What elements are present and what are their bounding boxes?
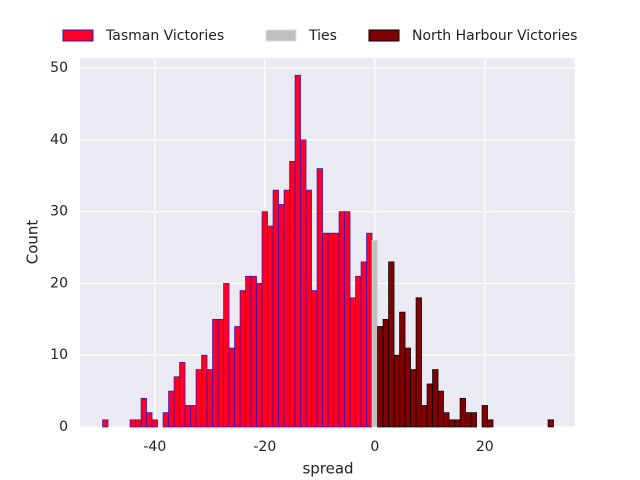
bars	[102, 74, 554, 428]
histogram-bar	[179, 362, 186, 428]
histogram-bar	[404, 347, 411, 428]
histogram-bar	[184, 405, 191, 428]
histogram-bar	[459, 397, 466, 428]
x-tick-label: 0	[370, 439, 379, 455]
histogram-bar	[135, 419, 142, 428]
histogram-bar	[454, 419, 461, 428]
histogram-bar	[437, 390, 444, 428]
histogram-bar	[162, 412, 169, 428]
histogram-bar	[267, 225, 274, 428]
histogram-bar	[349, 297, 356, 428]
histogram-bar	[333, 232, 340, 428]
histogram-bar	[327, 232, 334, 428]
histogram-bar	[283, 189, 290, 428]
histogram-bar	[278, 204, 285, 428]
histogram-bar	[212, 318, 219, 428]
histogram-bar	[217, 318, 224, 428]
histogram-bar	[300, 139, 307, 428]
histogram-bar	[146, 412, 153, 428]
histogram-bar	[377, 326, 384, 428]
histogram-bar	[168, 390, 175, 428]
histogram-bar	[481, 405, 488, 428]
histogram-bar	[371, 239, 378, 428]
histogram-bar	[250, 275, 257, 428]
histogram-bar	[338, 211, 345, 428]
x-tick-label: 20	[476, 439, 494, 455]
histogram-bar	[470, 412, 477, 428]
histogram-bar	[388, 261, 395, 428]
histogram-bar	[322, 232, 329, 428]
histogram-bar	[487, 419, 494, 428]
x-tick-label: -20	[253, 439, 276, 455]
histogram-bar	[239, 290, 246, 428]
histogram-bar	[190, 405, 197, 428]
histogram-bar	[234, 326, 241, 428]
histogram-bar	[173, 376, 180, 428]
y-tick-label: 30	[50, 204, 68, 220]
histogram-bar	[382, 318, 389, 428]
legend-label: North Harbour Victories	[412, 28, 577, 44]
legend-label: Ties	[308, 28, 337, 44]
histogram-bar	[432, 369, 439, 428]
histogram-bar	[360, 261, 367, 428]
histogram-bar	[399, 311, 406, 428]
histogram-bar	[410, 369, 417, 428]
histogram-bar	[201, 354, 208, 428]
y-tick-label: 50	[50, 60, 68, 76]
y-tick-label: 0	[59, 419, 68, 435]
histogram-bar	[272, 189, 279, 428]
histogram-bar	[294, 74, 301, 428]
histogram-bar	[305, 189, 312, 428]
legend-swatch	[265, 29, 297, 42]
histogram-bar	[256, 283, 263, 428]
histogram-bar	[261, 211, 268, 428]
histogram-bar	[206, 369, 213, 428]
histogram-bar	[289, 161, 296, 428]
histogram-bar	[102, 419, 109, 428]
histogram-bar	[465, 412, 472, 428]
histogram-bar	[393, 354, 400, 428]
histogram-bar	[151, 419, 158, 428]
histogram-bar	[355, 275, 362, 428]
legend-swatch	[62, 29, 94, 42]
y-tick-label: 40	[50, 132, 68, 148]
histogram-bar	[316, 168, 323, 428]
histogram-bar	[366, 232, 373, 428]
histogram-bar	[311, 290, 318, 428]
histogram-bar	[421, 405, 428, 428]
histogram-bar	[228, 347, 235, 428]
histogram-bar	[245, 275, 252, 428]
histogram-bar	[344, 211, 351, 428]
histogram-bar	[547, 419, 554, 428]
y-axis-label: Count	[24, 220, 42, 265]
x-axis-label: spread	[302, 460, 353, 478]
histogram-bar	[129, 419, 136, 428]
histogram-bar	[443, 412, 450, 428]
histogram-bar	[448, 419, 455, 428]
histogram-bar	[223, 283, 230, 428]
y-tick-label: 20	[50, 275, 68, 291]
x-tick-label: -40	[143, 439, 166, 455]
histogram-bar	[195, 369, 202, 428]
histogram-bar	[140, 397, 147, 428]
legend-swatch	[368, 29, 400, 42]
legend-label: Tasman Victories	[105, 28, 224, 44]
histogram-bar	[426, 383, 433, 428]
y-tick-label: 10	[50, 347, 68, 363]
histogram-bar	[415, 297, 422, 428]
